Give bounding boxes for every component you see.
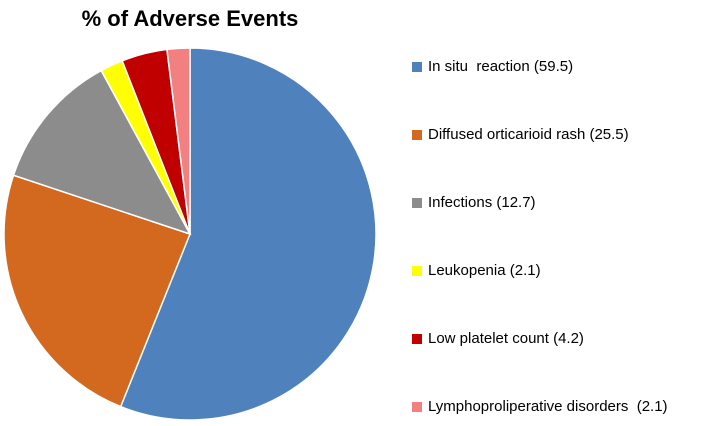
pie-slice-5 xyxy=(166,47,191,235)
legend-swatch-5 xyxy=(412,401,422,412)
legend-swatch-2 xyxy=(412,197,422,208)
legend-item-3: Leukopenia (2.1) xyxy=(412,262,541,279)
legend-label-5: Lymphoproliperative disorders (2.1) xyxy=(428,398,668,415)
legend-label-1: Diffused orticarioid rash (25.5) xyxy=(428,126,629,143)
legend-label-2: Infections (12.7) xyxy=(428,194,536,211)
legend-swatch-4 xyxy=(412,333,422,344)
pie-chart xyxy=(3,47,377,421)
legend-swatch-3 xyxy=(412,265,422,276)
legend-item-1: Diffused orticarioid rash (25.5) xyxy=(412,126,629,143)
legend-label-0: In situ reaction (59.5) xyxy=(428,58,574,75)
chart-title: % of Adverse Events xyxy=(81,6,299,31)
legend-item-0: In situ reaction (59.5) xyxy=(412,58,573,75)
legend-swatch-0 xyxy=(412,61,422,72)
legend-label-4: Low platelet count (4.2) xyxy=(428,330,584,347)
pie-slice-1 xyxy=(3,174,191,408)
legend-item-4: Low platelet count (4.2) xyxy=(412,330,584,347)
legend-label-3: Leukopenia (2.1) xyxy=(428,262,541,279)
pie-slice-2 xyxy=(12,69,192,236)
pie-slice-0 xyxy=(119,47,377,421)
legend-swatch-1 xyxy=(412,129,422,140)
legend-item-2: Infections (12.7) xyxy=(412,194,536,211)
legend-item-5: Lymphoproliperative disorders (2.1) xyxy=(412,398,668,415)
